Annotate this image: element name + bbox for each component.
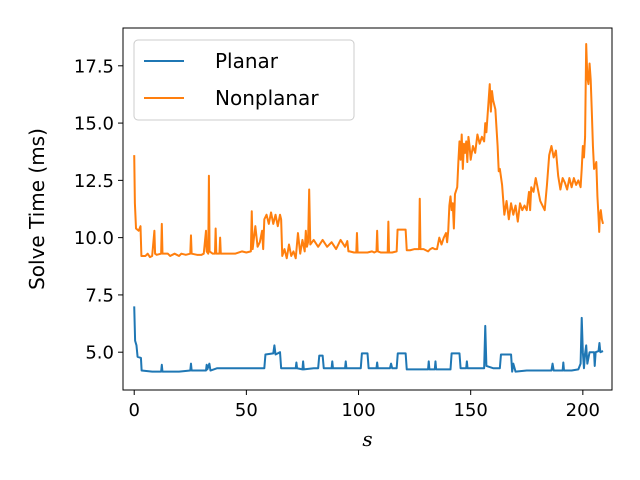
x-tick-label: 50 [235, 400, 258, 421]
y-tick-label: 17.5 [74, 56, 114, 77]
x-tick-label: 150 [454, 400, 488, 421]
y-tick-label: 7.5 [85, 285, 114, 306]
y-tick-label: 5.0 [85, 343, 114, 364]
legend: Planar Nonplanar [133, 39, 355, 121]
legend-box [133, 39, 355, 121]
series-line-planar [133, 306, 604, 373]
y-axis-label: Solve Time (ms) [25, 128, 49, 290]
x-tick-label: 0 [128, 400, 139, 421]
y-axis: 5.0 7.5 10.0 12.5 15.0 17.5 [74, 56, 123, 364]
x-tick-label: 100 [341, 400, 375, 421]
series-line-nonplanar [133, 43, 605, 260]
legend-label-planar: Planar [215, 49, 279, 73]
legend-label-nonplanar: Nonplanar [215, 86, 319, 110]
x-axis: 0 50 100 150 200 [128, 390, 600, 421]
y-tick-label: 12.5 [74, 171, 114, 192]
series-layer [133, 43, 605, 373]
x-tick-label: 200 [566, 400, 600, 421]
y-tick-label: 15.0 [74, 114, 114, 135]
x-axis-label: s [362, 427, 372, 451]
axes-frame [122, 27, 613, 391]
y-tick-label: 10.0 [74, 228, 114, 249]
